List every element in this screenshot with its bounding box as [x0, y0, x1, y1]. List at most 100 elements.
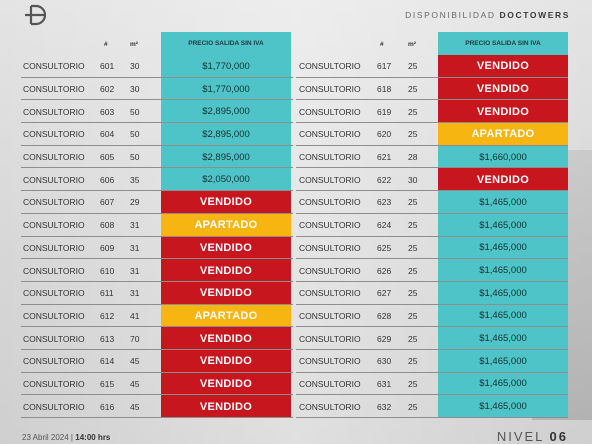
unit-area: 50: [130, 152, 140, 163]
unit-area: 29: [130, 197, 140, 208]
unit-area: 25: [408, 106, 418, 117]
unit-type: CONSULTORIO: [299, 288, 361, 299]
unit-area: 50: [130, 106, 140, 117]
table-row: CONSULTORIO 610 31 VENDIDO: [21, 259, 293, 282]
price-cell: $2,895,000: [161, 145, 291, 169]
sold-badge: VENDIDO: [161, 395, 291, 418]
time-text: 14:00 hrs: [75, 433, 111, 442]
table-row: CONSULTORIO 629 25 $1,465,000: [296, 327, 568, 350]
unit-type: CONSULTORIO: [23, 310, 85, 321]
table-row: CONSULTORIO 623 25 $1,465,000: [296, 191, 568, 214]
unit-type: CONSULTORIO: [299, 174, 361, 185]
row-divider: [21, 99, 293, 101]
price-cell: $1,465,000: [438, 372, 568, 396]
unit-type: CONSULTORIO: [299, 61, 361, 72]
unit-type: CONSULTORIO: [23, 84, 85, 95]
unit-type: CONSULTORIO: [299, 401, 361, 412]
col-header-area: m²: [130, 41, 138, 48]
row-divider: [296, 122, 568, 124]
table-row: CONSULTORIO 628 25 $1,465,000: [296, 304, 568, 328]
row-divider: [21, 144, 293, 146]
brand-title: DISPONIBILIDAD DOCTOWERS: [405, 10, 570, 20]
unit-number: 630: [377, 356, 392, 367]
unit-area: 25: [408, 61, 418, 72]
unit-number: 624: [377, 220, 392, 231]
table-row: CONSULTORIO 630 25 $1,465,000: [296, 349, 568, 373]
row-divider: [296, 99, 568, 101]
table-row: CONSULTORIO 626 25 $1,465,000: [296, 259, 568, 282]
unit-area: 25: [408, 310, 418, 321]
table-row: CONSULTORIO 613 70 VENDIDO: [21, 327, 293, 350]
unit-number: 611: [100, 288, 114, 299]
doctowers-plus-logo: [25, 4, 47, 26]
brand-name: DOCTOWERS: [499, 10, 570, 20]
unit-number: 618: [377, 84, 392, 95]
sold-badge: VENDIDO: [438, 55, 568, 78]
unit-number: 622: [377, 174, 392, 185]
table-row: CONSULTORIO 615 45 VENDIDO: [21, 372, 293, 396]
unit-area: 25: [408, 333, 418, 344]
unit-type: CONSULTORIO: [23, 152, 85, 163]
unit-type: CONSULTORIO: [23, 401, 85, 412]
unit-number: 626: [377, 265, 392, 276]
availability-table-right: # m² PRECIO SALIDA SIN IVA CONSULTORIO 61…: [296, 32, 568, 418]
unit-type: CONSULTORIO: [23, 333, 85, 344]
sold-badge: VENDIDO: [161, 349, 291, 373]
table-row: CONSULTORIO 611 31 VENDIDO: [21, 281, 293, 305]
row-divider: [296, 190, 568, 192]
unit-number: 632: [377, 401, 392, 412]
row-divider: [296, 76, 568, 78]
unit-type: CONSULTORIO: [23, 265, 85, 276]
sold-badge: VENDIDO: [438, 100, 568, 124]
unit-area: 31: [130, 220, 140, 231]
table-row: CONSULTORIO 620 25 APARTADO: [296, 123, 568, 146]
price-cell: $1,465,000: [438, 349, 568, 373]
unit-area: 25: [408, 401, 418, 412]
price-cell: $1,465,000: [438, 259, 568, 282]
price-cell: $2,895,000: [161, 100, 291, 124]
row-divider: [21, 417, 293, 418]
level-indicator: NIVEL 06: [497, 429, 568, 444]
table-body: CONSULTORIO 601 30 $1,770,000 CONSULTORIO 602…: [21, 55, 293, 418]
unit-area: 25: [408, 129, 418, 140]
table-row: CONSULTORIO 622 30 VENDIDO: [296, 168, 568, 192]
unit-type: CONSULTORIO: [23, 129, 85, 140]
unit-number: 617: [377, 61, 392, 72]
unit-number: 609: [100, 242, 115, 253]
table-header: # m² PRECIO SALIDA SIN IVA: [21, 32, 293, 55]
unit-type: CONSULTORIO: [299, 333, 361, 344]
unit-type: CONSULTORIO: [299, 84, 361, 95]
table-row: CONSULTORIO 602 30 $1,770,000: [21, 77, 293, 101]
price-cell: $1,465,000: [438, 191, 568, 214]
col-header-number: #: [380, 41, 384, 48]
table-row: CONSULTORIO 616 45 VENDIDO: [21, 395, 293, 418]
unit-number: 604: [100, 129, 115, 140]
table-row: CONSULTORIO 601 30 $1,770,000: [21, 55, 293, 78]
unit-area: 25: [408, 242, 418, 253]
row-divider: [296, 348, 568, 350]
unit-area: 50: [130, 129, 140, 140]
unit-area: 30: [130, 61, 140, 72]
unit-type: CONSULTORIO: [23, 106, 85, 117]
availability-table-left: # m² PRECIO SALIDA SIN IVA CONSULTORIO 60…: [21, 32, 293, 418]
row-divider: [296, 212, 568, 214]
unit-number: 610: [100, 265, 115, 276]
sold-badge: VENDIDO: [438, 168, 568, 192]
unit-number: 602: [100, 84, 115, 95]
unit-area: 31: [130, 288, 140, 299]
row-divider: [296, 326, 568, 328]
row-divider: [21, 212, 293, 214]
row-divider: [296, 235, 568, 237]
unit-type: CONSULTORIO: [299, 152, 361, 163]
reserved-badge: APARTADO: [438, 123, 568, 146]
row-divider: [21, 122, 293, 124]
unit-area: 25: [408, 378, 418, 389]
price-cell: $1,465,000: [438, 395, 568, 418]
unit-area: 25: [408, 197, 418, 208]
unit-type: CONSULTORIO: [299, 356, 361, 367]
unit-number: 619: [377, 106, 392, 117]
row-divider: [296, 394, 568, 396]
price-cell: $1,465,000: [438, 236, 568, 260]
row-divider: [21, 235, 293, 237]
table-row: CONSULTORIO 612 41 APARTADO: [21, 304, 293, 328]
